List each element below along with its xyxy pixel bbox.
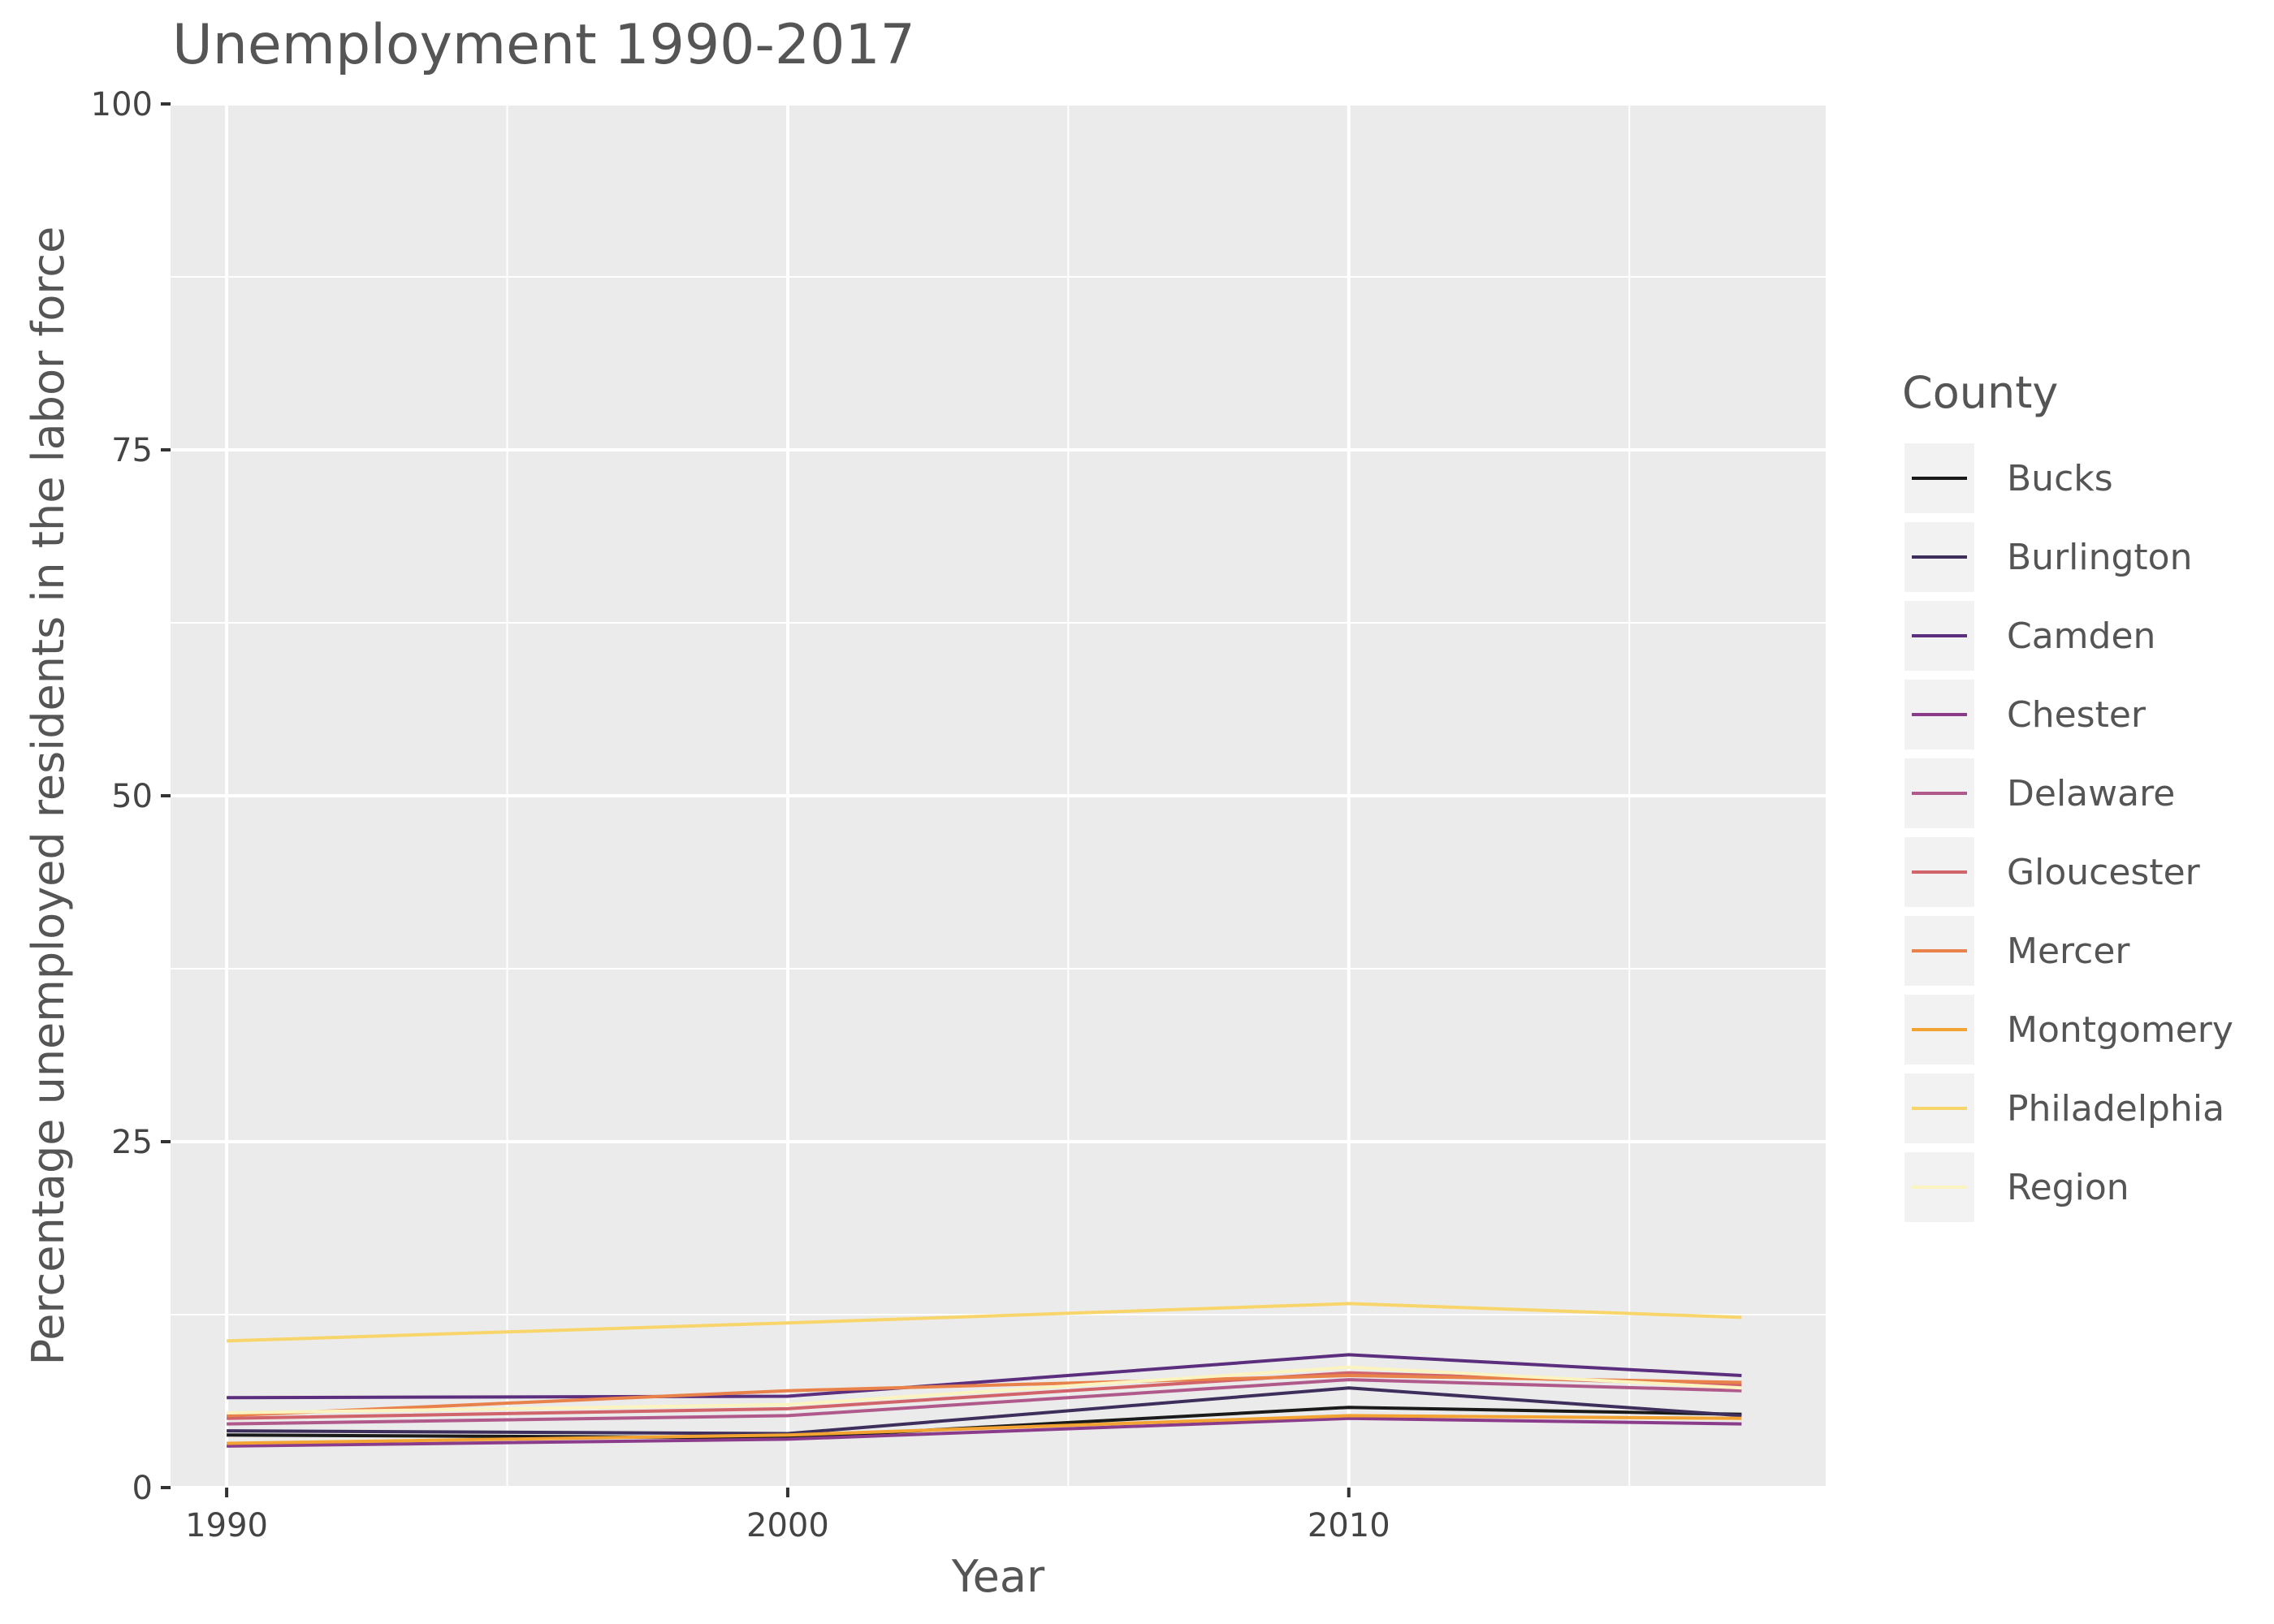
series-line-montgomery [227,1414,1742,1445]
series-lines [227,1302,1742,1448]
y-axis-title: Percentage unemployed residents in the l… [23,227,74,1366]
legend-label: Chester [2007,694,2146,736]
legend-items: Bucks Burlington Camden Chester Delaware Glou… [1904,443,2233,1222]
chart-title: Unemployment 1990-2017 [172,13,915,77]
series-line-camden [227,1353,1742,1400]
y-tick-label: 100 [91,86,153,123]
series-line-chester [227,1416,1742,1448]
legend-label: Burlington [2007,537,2193,578]
y-tick-labels: 0 25 50 75 100 [91,86,153,1507]
series-line-philadelphia [227,1302,1742,1343]
y-tick-label: 75 [111,432,153,469]
legend-item-chester: Chester [1904,680,2146,749]
x-tick-label: 2000 [746,1507,829,1544]
legend-item-montgomery: Montgomery [1904,995,2233,1065]
legend: County Bucks Burlington Camden Chester Delaw… [1902,367,2233,1222]
y-tick-label: 0 [132,1470,153,1507]
y-tick-label: 25 [111,1124,153,1161]
series-line-region [227,1365,1742,1415]
series-line-delaware [227,1378,1742,1426]
x-tick-labels: 1990 2000 2010 [185,1507,1390,1544]
y-tick-label: 50 [111,778,153,815]
x-axis-title: Year [951,1551,1045,1602]
legend-label: Delaware [2007,773,2175,814]
legend-item-delaware: Delaware [1904,758,2175,828]
legend-item-bucks: Bucks [1904,443,2113,513]
series-line-bucks [227,1406,1742,1440]
legend-item-gloucester: Gloucester [1904,837,2201,907]
x-tick-label: 1990 [185,1507,268,1544]
legend-label: Bucks [2007,458,2113,499]
legend-label: Mercer [2007,931,2130,972]
x-tick-label: 2010 [1308,1507,1390,1544]
legend-item-burlington: Burlington [1904,522,2193,592]
legend-label: Region [2007,1167,2129,1208]
legend-label: Philadelphia [2007,1088,2224,1129]
legend-item-camden: Camden [1904,601,2155,671]
legend-item-region: Region [1904,1152,2129,1222]
series-line-burlington [227,1386,1742,1436]
legend-label: Montgomery [2007,1009,2233,1051]
legend-item-philadelphia: Philadelphia [1904,1073,2224,1143]
major-gridlines [171,102,1826,1489]
legend-item-mercer: Mercer [1904,916,2130,986]
legend-label: Gloucester [2007,852,2201,893]
legend-label: Camden [2007,615,2155,657]
legend-title: County [1902,367,2058,418]
axis-ticks [161,102,1351,1497]
